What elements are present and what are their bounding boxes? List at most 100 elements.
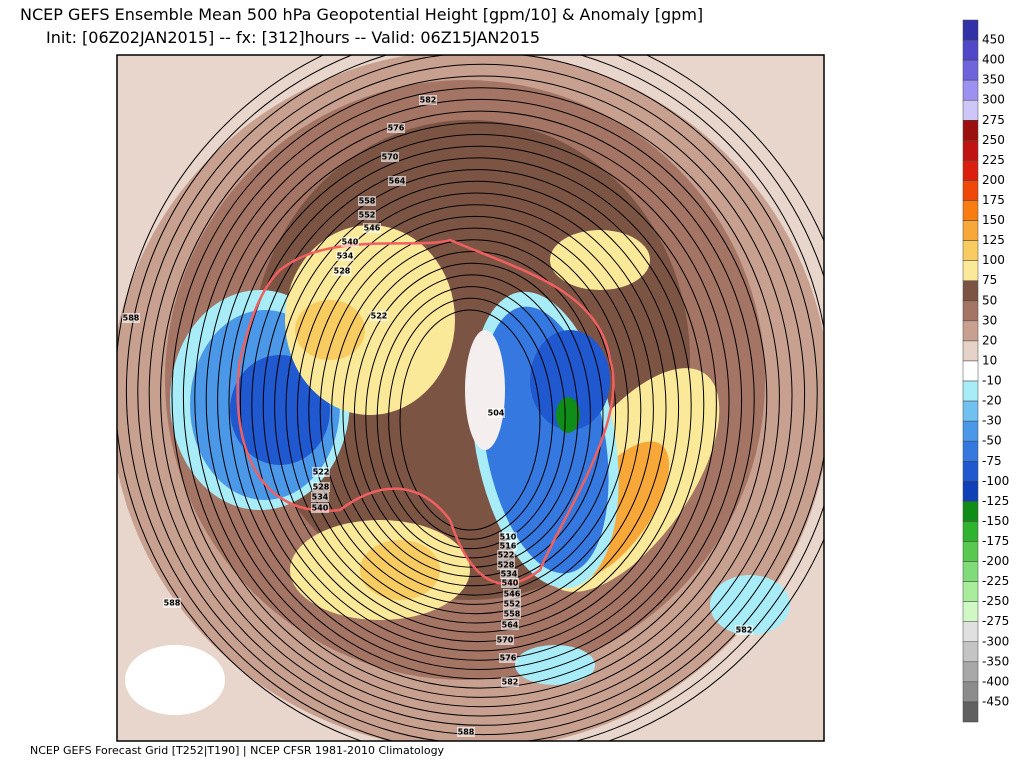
height-contour — [296, 204, 654, 615]
colorbar-label: -350 — [982, 654, 1009, 668]
contour-label: 540 — [342, 238, 359, 247]
colorbar-swatch — [962, 440, 979, 462]
colorbar-label: 450 — [982, 33, 1005, 47]
colorbar-swatch — [962, 641, 979, 663]
colorbar-swatch — [962, 280, 979, 302]
colorbar-swatch — [962, 79, 979, 101]
colorbar-label: -450 — [982, 694, 1009, 708]
colorbar-swatch — [962, 380, 979, 402]
map: 5825765705645585525465405345285225885045… — [117, 55, 824, 741]
contour-label-bg — [457, 727, 475, 737]
contour-label: 558 — [504, 610, 521, 619]
contour-label: 540 — [312, 504, 329, 513]
colorbar-swatch — [962, 601, 979, 622]
contour-label: 570 — [497, 636, 514, 645]
contour-label: 504 — [488, 409, 505, 418]
height-contour — [308, 215, 642, 605]
height-contour — [388, 297, 554, 540]
map-frame — [116, 54, 825, 742]
height-contour — [342, 251, 604, 577]
contour-label-bg — [503, 589, 521, 599]
contour-label: 582 — [502, 678, 519, 687]
colorbar-swatch — [962, 561, 979, 582]
colorbar-label: 300 — [982, 93, 1005, 107]
contour-label-bg — [336, 251, 354, 261]
anomaly-area — [556, 397, 580, 433]
contour-label: 564 — [502, 621, 519, 630]
contour-label: 534 — [337, 252, 354, 261]
height-contour — [319, 227, 629, 596]
colorbar-label: -150 — [982, 514, 1009, 528]
contour-label: 516 — [500, 542, 517, 551]
contour-label-bg — [122, 313, 140, 323]
height-contour — [353, 262, 591, 568]
height-contour — [205, 110, 755, 689]
contour-label-bg — [501, 677, 519, 687]
colorbar-swatch — [962, 39, 979, 61]
colorbar-label: -75 — [982, 454, 1002, 468]
anomaly-area — [465, 330, 505, 450]
contour-label-bg — [333, 266, 351, 276]
contour-label: 582 — [736, 626, 753, 635]
contour-label-bg — [501, 620, 519, 630]
colorbar-label: 30 — [982, 313, 997, 327]
contour-label: 540 — [502, 579, 519, 588]
colorbar-swatch — [962, 260, 979, 281]
contour-label-bg — [358, 196, 376, 206]
contour-label: 552 — [359, 211, 376, 220]
contour-label: 534 — [501, 570, 518, 579]
colorbar-swatch — [962, 481, 979, 502]
contour-label-bg — [503, 609, 521, 619]
contour-label: 546 — [504, 590, 521, 599]
height-contour — [262, 169, 692, 643]
colorbar-swatch — [962, 701, 979, 723]
colorbar-swatch — [962, 340, 979, 362]
contour-label-bg — [370, 311, 388, 321]
contour-label-bg — [499, 541, 517, 551]
colorbar-swatch — [962, 681, 979, 703]
contour-label-bg — [496, 635, 514, 645]
colorbar-swatch — [962, 220, 979, 241]
contour-label-bg — [499, 653, 517, 663]
contour-label-bg — [341, 237, 359, 247]
contour-label: 522 — [498, 551, 515, 560]
contour-label: 564 — [389, 177, 406, 186]
height-contour — [217, 122, 743, 680]
colorbar-label: 250 — [982, 133, 1005, 147]
colorbar-swatch — [962, 300, 979, 322]
colorbar-swatch — [962, 621, 979, 643]
height-contour — [182, 87, 780, 708]
colorbar-label: -10 — [982, 374, 1002, 388]
colorbar-label: -125 — [982, 494, 1009, 508]
subtitle: Init: [06Z02JAN2015] -- fx: [312]hours -… — [46, 28, 540, 47]
contour-label: 576 — [388, 124, 405, 133]
contour-label-bg — [735, 625, 753, 635]
title: NCEP GEFS Ensemble Mean 500 hPa Geopoten… — [20, 5, 703, 24]
contour-label: 510 — [500, 533, 517, 542]
colorbar-swatch — [962, 140, 979, 161]
colorbar-label: 200 — [982, 173, 1005, 187]
height-contour — [376, 286, 566, 550]
height-contour — [228, 134, 730, 670]
contour-label: 588 — [458, 728, 475, 737]
height-contour — [137, 55, 824, 741]
height-contour — [239, 145, 717, 661]
anomaly-area — [125, 645, 225, 715]
contour-label: 534 — [312, 493, 329, 502]
contour-label-bg — [503, 599, 521, 609]
contour-label-bg — [311, 503, 329, 513]
colorbar-swatch — [962, 501, 979, 522]
height-contour — [399, 309, 541, 531]
contour-label: 570 — [382, 153, 399, 162]
colorbar-swatch — [962, 420, 979, 442]
colorbar-swatch — [962, 99, 979, 121]
footer: NCEP GEFS Forecast Grid [T252|T190] | NC… — [30, 744, 445, 757]
colorbar-swatch — [962, 461, 979, 482]
colorbar-label: 150 — [982, 213, 1005, 227]
colorbar-label: 10 — [982, 353, 997, 367]
contour-label-bg — [497, 550, 515, 560]
contour-label-bg — [499, 532, 517, 542]
colorbar-label: -50 — [982, 434, 1002, 448]
colorbar-swatch — [962, 180, 979, 201]
contour-label: 576 — [500, 654, 517, 663]
